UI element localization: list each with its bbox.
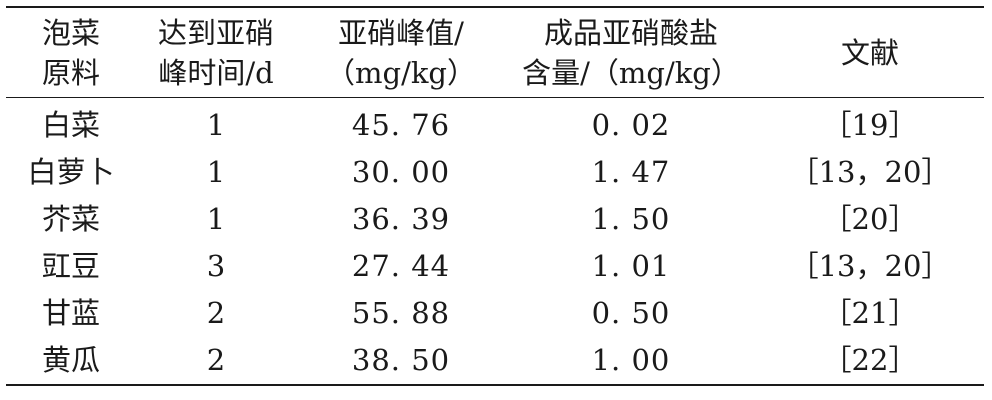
table-row: 豇豆 3 27. 44 1. 01 ［13，20］ bbox=[6, 243, 984, 290]
cell-material: 黄瓜 bbox=[6, 337, 136, 386]
table-row: 甘蓝 2 55. 88 0. 50 ［21］ bbox=[6, 290, 984, 337]
header-peak-time: 达到亚硝 峰时间/d bbox=[136, 6, 296, 98]
header-product-nitrite-line-2: 含量/（mg/kg） bbox=[522, 56, 740, 90]
cell-product-nitrite: 0. 02 bbox=[591, 108, 671, 142]
table-row: 白菜 1 45. 76 0. 02 ［19］ bbox=[6, 98, 984, 150]
cell-material: 豇豆 bbox=[41, 249, 100, 283]
cell-product-nitrite: 1. 47 bbox=[591, 155, 671, 189]
cell-material: 芥菜 bbox=[41, 202, 100, 236]
header-peak-value: 亚硝峰值/ （mg/kg） bbox=[296, 6, 506, 98]
cell-peak-value: 55. 88 bbox=[351, 296, 451, 330]
cell-reference: ［13，20］ bbox=[789, 249, 951, 283]
header-row: 泡菜 原料 达到亚硝 峰时间/d 亚硝峰值/ （mg/kg） 成品亚硝酸盐 含量… bbox=[6, 6, 984, 98]
cell-material: 甘蓝 bbox=[41, 296, 100, 330]
table-header: 泡菜 原料 达到亚硝 峰时间/d 亚硝峰值/ （mg/kg） 成品亚硝酸盐 含量… bbox=[6, 6, 984, 98]
header-peak-value-line-2: （mg/kg） bbox=[326, 56, 476, 90]
cell-material: 白萝卜 bbox=[27, 155, 115, 189]
cell-peak-value: 30. 00 bbox=[351, 155, 451, 189]
cell-peak-time: 1 bbox=[206, 155, 226, 189]
cell-peak-value: 38. 50 bbox=[296, 337, 506, 386]
cell-product-nitrite: 0. 50 bbox=[591, 296, 671, 330]
cell-reference: ［20］ bbox=[822, 202, 918, 236]
header-raw-material-line-1: 泡菜 bbox=[41, 16, 100, 50]
table-row: 黄瓜 2 38. 50 1. 00 ［22］ bbox=[6, 337, 984, 386]
header-product-nitrite-line-1: 成品亚硝酸盐 bbox=[543, 16, 718, 50]
cell-product-nitrite: 1. 00 bbox=[506, 337, 756, 386]
header-reference: 文献 bbox=[756, 6, 984, 98]
cell-peak-time: 1 bbox=[206, 108, 226, 142]
table-row: 芥菜 1 36. 39 1. 50 ［20］ bbox=[6, 196, 984, 243]
cell-peak-time: 1 bbox=[206, 202, 226, 236]
cell-peak-time: 2 bbox=[206, 296, 226, 330]
cell-reference: ［19］ bbox=[822, 108, 918, 142]
cell-product-nitrite: 1. 50 bbox=[591, 202, 671, 236]
header-raw-material-line-2: 原料 bbox=[41, 56, 100, 90]
header-raw-material: 泡菜 原料 bbox=[6, 6, 136, 98]
cell-reference: ［13，20］ bbox=[789, 155, 951, 189]
header-reference-label: 文献 bbox=[840, 36, 899, 70]
cell-material: 白菜 bbox=[41, 108, 100, 142]
table-body: 白菜 1 45. 76 0. 02 ［19］ 白萝卜 1 30. 00 1. 4… bbox=[6, 98, 984, 386]
cell-peak-value: 36. 39 bbox=[351, 202, 451, 236]
cell-peak-value: 27. 44 bbox=[351, 249, 451, 283]
header-peak-time-line-1: 达到亚硝 bbox=[157, 16, 274, 50]
cell-reference: ［22］ bbox=[756, 337, 984, 386]
nitrite-data-table: 泡菜 原料 达到亚硝 峰时间/d 亚硝峰值/ （mg/kg） 成品亚硝酸盐 含量… bbox=[6, 6, 984, 386]
cell-reference: ［21］ bbox=[822, 296, 918, 330]
header-product-nitrite: 成品亚硝酸盐 含量/（mg/kg） bbox=[506, 6, 756, 98]
cell-product-nitrite: 1. 01 bbox=[591, 249, 671, 283]
header-peak-time-line-2: 峰时间/d bbox=[158, 56, 274, 90]
cell-peak-time: 3 bbox=[206, 249, 226, 283]
cell-peak-time: 2 bbox=[136, 337, 296, 386]
header-peak-value-line-1: 亚硝峰值/ bbox=[338, 16, 464, 50]
table-row: 白萝卜 1 30. 00 1. 47 ［13，20］ bbox=[6, 149, 984, 196]
cell-peak-value: 45. 76 bbox=[351, 108, 451, 142]
